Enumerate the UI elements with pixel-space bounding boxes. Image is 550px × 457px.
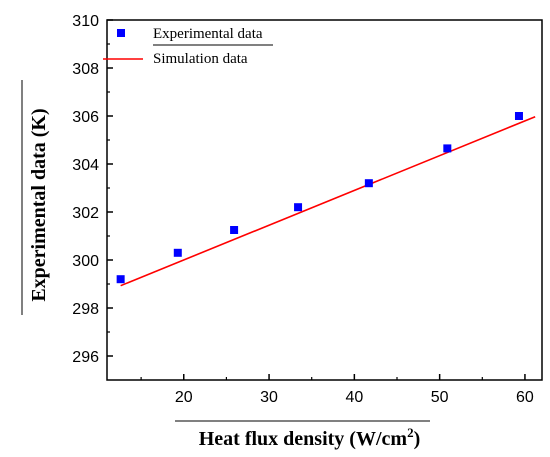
y-tick-label: 304 xyxy=(72,157,99,174)
x-tick-label: 30 xyxy=(260,389,278,406)
plot-frame xyxy=(106,19,543,381)
plot-area-border xyxy=(106,19,543,381)
experimental-point xyxy=(364,179,373,188)
ticks: 20 30 40 50 60 296 298 300 302 304 306 308 310 xyxy=(72,13,534,406)
x-tick-label: 60 xyxy=(516,389,534,406)
simulation-line xyxy=(120,115,536,287)
experimental-point xyxy=(230,226,239,234)
x-tick-label: 40 xyxy=(345,389,363,406)
y-tick-label: 308 xyxy=(72,61,99,78)
y-tick-label: 302 xyxy=(72,205,99,222)
y-tick-label: 296 xyxy=(72,349,99,366)
legend-label-experimental: Experimental data xyxy=(153,26,263,42)
y-axis-title: Experimental data (K) xyxy=(28,108,50,301)
experimental-point xyxy=(116,275,125,284)
x-axis-title-superscript: 2 xyxy=(407,425,414,440)
y-tick-label: 298 xyxy=(72,301,99,318)
y-tick-label: 310 xyxy=(72,13,99,30)
x-tick-label: 50 xyxy=(431,389,449,406)
x-axis-title: Heat flux density (W/cm2) xyxy=(199,425,420,450)
experimental-point xyxy=(443,144,452,153)
y-tick-label: 306 xyxy=(72,109,99,126)
axis-titles: Heat flux density (W/cm2) Experimental d… xyxy=(21,80,430,450)
legend-marker-experimental xyxy=(117,29,125,37)
x-tick-label: 20 xyxy=(175,389,193,406)
experimental-point xyxy=(514,112,523,120)
legend-label-simulation: Simulation data xyxy=(153,51,248,67)
y-tick-label: 300 xyxy=(72,253,99,270)
x-axis-title-main: Heat flux density (W/cm xyxy=(199,428,408,450)
series xyxy=(116,112,536,287)
experimental-point xyxy=(294,203,303,212)
experimental-point xyxy=(173,248,182,257)
legend: Experimental data Simulation data xyxy=(103,19,293,67)
x-axis-title-suffix: ) xyxy=(414,428,421,450)
